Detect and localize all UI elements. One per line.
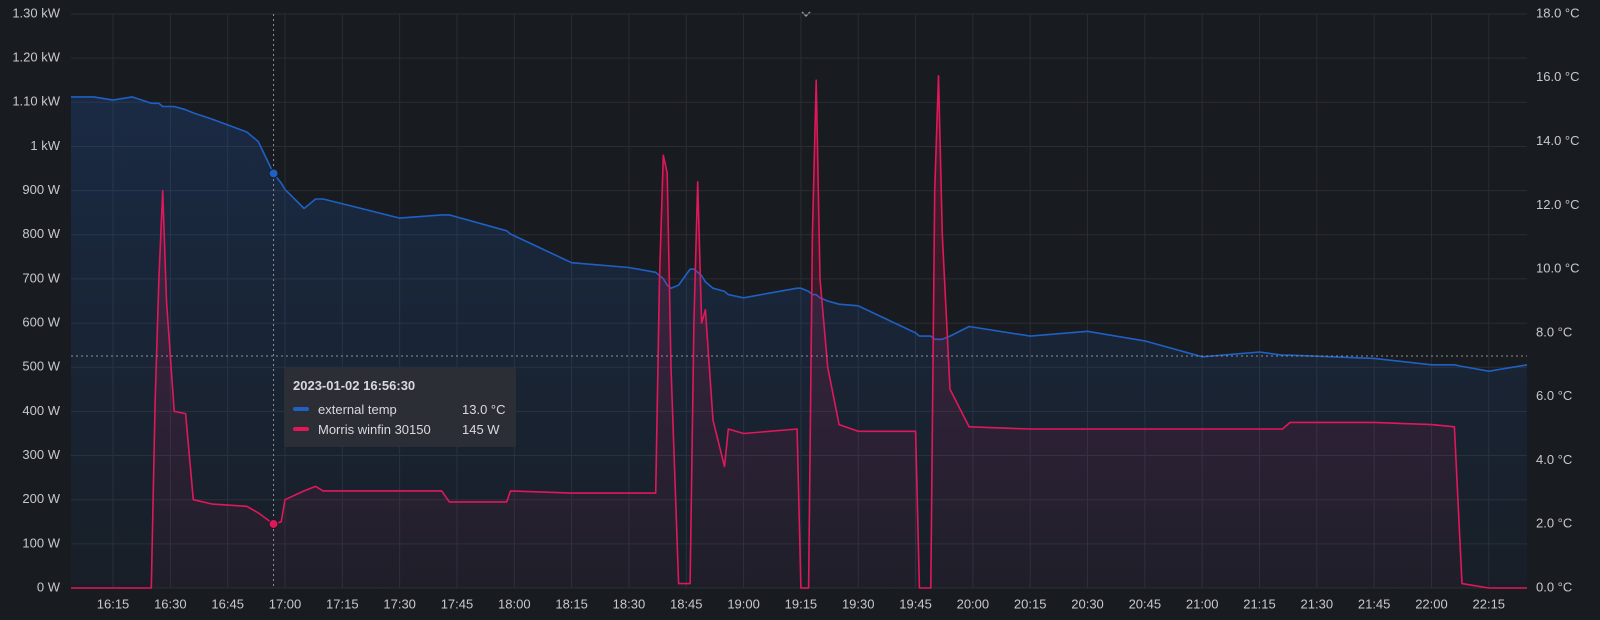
y-tick-label: 900 W [22,182,60,197]
y-tick-label: 300 W [22,447,60,462]
swatch [293,407,309,411]
x-tick-label: 21:15 [1243,596,1276,611]
x-tick-label: 16:30 [154,596,187,611]
x-tick-label: 21:00 [1186,596,1219,611]
x-tick-label: 21:45 [1358,596,1391,611]
x-tick-label: 19:45 [899,596,932,611]
y-tick-label: 600 W [22,315,60,330]
y2-tick-label: 4.0 °C [1536,452,1572,467]
y2-tick-label: 16.0 °C [1536,69,1580,84]
x-tick-label: 16:15 [97,596,130,611]
y2-tick-label: 6.0 °C [1536,388,1572,403]
x-tick-label: 18:00 [498,596,531,611]
y-tick-label: 1 kW [30,138,60,153]
x-tick-label: 20:00 [957,596,990,611]
y-tick-label: 400 W [22,403,60,418]
x-tick-label: 17:45 [441,596,474,611]
y-tick-label: 800 W [22,226,60,241]
swatch [293,427,309,431]
x-tick-label: 18:15 [555,596,588,611]
y2-tick-label: 14.0 °C [1536,133,1580,148]
x-tick-label: 19:00 [727,596,760,611]
y2-tick-label: 8.0 °C [1536,324,1572,339]
x-tick-label: 16:45 [211,596,244,611]
x-tick-label: 18:45 [670,596,703,611]
hover-point [268,518,279,529]
x-tick-label: 19:15 [785,596,818,611]
series-line [71,75,1527,589]
x-tick-label: 22:00 [1415,596,1448,611]
x-tick-label: 20:30 [1071,596,1104,611]
y-tick-label: 100 W [22,535,60,550]
y-tick-label: 0 W [37,579,61,594]
x-tick-label: 22:15 [1473,596,1506,611]
y2-tick-label: 18.0 °C [1536,5,1580,20]
y-tick-label: 700 W [22,270,60,285]
y-tick-label: 200 W [22,491,60,506]
hover-point [268,168,279,179]
y-tick-label: 500 W [22,359,60,374]
x-tick-label: 20:15 [1014,596,1047,611]
tooltip-value: 145 W [462,421,500,437]
collapse-chevron[interactable] [801,11,811,18]
tooltip-row: Morris winfin 30150 145 W [293,419,506,439]
x-tick-label: 20:45 [1129,596,1162,611]
y-tick-label: 1.30 kW [12,5,60,20]
tooltip-series: external temp [318,401,397,417]
tooltip-series: Morris winfin 30150 [318,421,431,437]
y2-tick-label: 2.0 °C [1536,516,1572,531]
x-tick-label: 17:30 [383,596,416,611]
x-tick-label: 17:15 [326,596,359,611]
y-tick-label: 1.10 kW [12,94,60,109]
x-tick-label: 21:30 [1301,596,1334,611]
x-tick-label: 18:30 [613,596,646,611]
y2-tick-label: 0.0 °C [1536,579,1572,594]
series-area [71,75,1527,589]
tooltip-time: 2023-01-02 16:56:30 [293,378,416,393]
y-tick-label: 1.20 kW [12,50,60,65]
x-tick-label: 19:30 [842,596,875,611]
y2-tick-label: 10.0 °C [1536,261,1580,276]
x-tick-label: 17:00 [269,596,302,611]
tooltip-value: 13.0 °C [462,401,506,417]
y2-tick-label: 12.0 °C [1536,197,1580,212]
tooltip-row: external temp 13.0 °C [293,399,506,419]
tooltip: 2023-01-02 16:56:30 external temp 13.0 °C… [284,368,516,447]
